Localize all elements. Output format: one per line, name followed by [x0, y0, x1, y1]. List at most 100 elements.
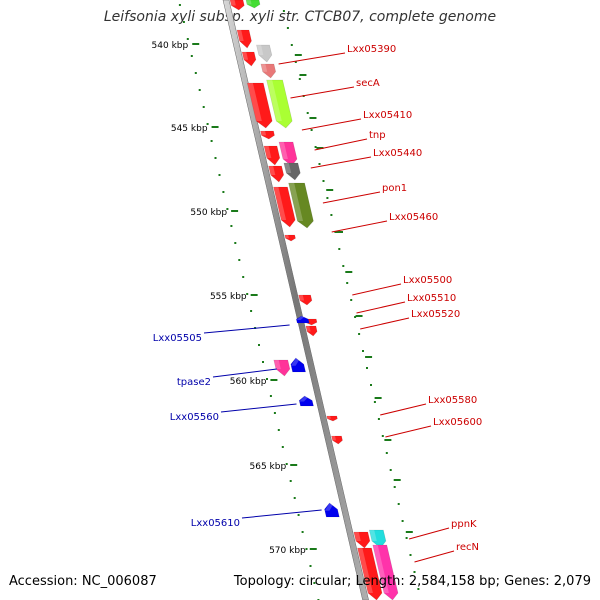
scale-dot: [309, 565, 312, 567]
gene-label-pon1[interactable]: pon1: [382, 183, 407, 194]
gene-label-Lxx05520[interactable]: Lxx05520: [411, 309, 460, 320]
gene-cds-15-shine: [357, 548, 373, 593]
gene-cds-2-shine: [242, 52, 249, 60]
scale-dot: [234, 242, 237, 244]
scale-dot: [413, 571, 416, 573]
label-leader-layer: [203, 52, 455, 563]
gene-rev-3-shine: [324, 503, 335, 511]
gene-label-Lxx05610[interactable]: Lxx05610: [191, 518, 240, 529]
scale-dot: [286, 27, 289, 29]
gene-cds-4: [260, 130, 275, 140]
gene-label-Lxx05510[interactable]: Lxx05510: [407, 293, 456, 304]
gene-label-Lxx05390[interactable]: Lxx05390: [347, 44, 396, 55]
scale-dot: [266, 378, 268, 380]
gene-cds-3-shine: [247, 83, 262, 121]
scale-dot: [326, 197, 329, 199]
scale-label-555: 555 kbp: [210, 292, 247, 302]
scale-dot: [377, 418, 380, 420]
scale-dot: [210, 140, 213, 142]
gene-label-Lxx05500[interactable]: Lxx05500: [403, 275, 452, 286]
gene-label-tpase2[interactable]: tpase2: [177, 377, 211, 388]
scale-dot: [305, 548, 308, 550]
leader-secA: [290, 86, 355, 99]
gene-label-secA[interactable]: secA: [356, 78, 380, 89]
gene-label-Lxx05440[interactable]: Lxx05440: [373, 148, 422, 159]
scale-dot: [242, 276, 245, 278]
tick-layer: [178, 4, 420, 600]
gene-label-Lxx05410[interactable]: Lxx05410: [363, 110, 412, 121]
gene-feature-4-shine: [279, 142, 288, 159]
scale-dot: [397, 503, 400, 505]
scale-dot: [246, 293, 249, 295]
leader-Lxx05410: [301, 118, 362, 131]
scale-dot: [258, 344, 260, 346]
scale-label-540: 540 kbp: [152, 41, 189, 51]
scale-dot: [290, 44, 293, 46]
gene-label-recN[interactable]: recN: [456, 542, 479, 553]
gene-cds-0-shine: [230, 0, 236, 6]
gene-rev-1: [290, 357, 306, 373]
scale-dot: [198, 89, 201, 91]
scale-dot: [277, 429, 280, 431]
scale-dot: [313, 582, 316, 584]
gene-cds-12: [326, 415, 338, 422]
leader-Lxx05600: [385, 425, 432, 438]
gene-label-Lxx05600[interactable]: Lxx05600: [433, 417, 482, 428]
scale-dot: [269, 395, 272, 397]
gene-label-Lxx05460[interactable]: Lxx05460: [389, 212, 438, 223]
genome-summary-text: Topology: circular; Length: 2,584,158 bp…: [233, 574, 591, 589]
scale-label-545: 545 kbp: [171, 124, 208, 134]
gene-cds-3: [246, 82, 273, 129]
scale-dot: [182, 21, 185, 23]
scale-dot: [310, 129, 313, 131]
gene-rev-2: [298, 395, 314, 407]
gene-label-Lxx05560[interactable]: Lxx05560: [170, 412, 219, 423]
gene-label-ppnK[interactable]: ppnK: [451, 519, 477, 530]
scale-dot: [409, 554, 412, 556]
scale-dot: [330, 214, 333, 216]
gene-label-tnp[interactable]: tnp: [369, 130, 386, 141]
gene-rev-0: [295, 315, 310, 324]
gene-cds-12-shine: [326, 416, 331, 419]
scale-dot: [358, 333, 361, 335]
scale-dot: [366, 367, 368, 369]
gene-label-Lxx05580[interactable]: Lxx05580: [428, 395, 477, 406]
leader-Lxx05520: [360, 317, 410, 330]
gene-feature-2-shine: [260, 64, 268, 72]
gene-cds-11-shine: [305, 326, 311, 332]
scale-dot: [342, 265, 345, 267]
scale-dot: [190, 55, 193, 57]
gene-cds-14: [353, 531, 371, 549]
gene-cds-7: [273, 186, 296, 228]
gene-cds-13-shine: [331, 436, 336, 441]
scale-label-560: 560 kbp: [230, 377, 267, 387]
gene-label-Lxx05505[interactable]: Lxx05505: [153, 333, 202, 344]
gene-cds-1: [236, 29, 252, 49]
gene-feature-0: [245, 0, 261, 9]
gene-cds-1-shine: [237, 30, 244, 41]
gene-feature-1: [256, 44, 273, 63]
leader-Lxx05580: [380, 403, 427, 416]
gene-rev-3: [324, 502, 340, 518]
scale-dot: [294, 61, 297, 63]
gene-feature-2: [260, 63, 277, 79]
gene-cds-6: [268, 165, 285, 183]
map-title: Leifsonia xyli subsp. xyli str. CTCB07, …: [103, 9, 497, 25]
scale-dot: [202, 106, 205, 108]
scale-label-565: 565 kbp: [250, 462, 287, 472]
scale-dot: [293, 497, 296, 499]
scale-dot: [178, 4, 181, 6]
scale-dot: [373, 401, 376, 403]
gene-feature-4: [278, 141, 298, 167]
gene-feature-6: [288, 182, 314, 229]
scale-dot: [262, 361, 264, 363]
scale-dot: [218, 174, 221, 176]
leader-Lxx05460: [331, 220, 388, 233]
leader-Lxx05500: [352, 283, 402, 296]
gene-cds-9: [298, 294, 313, 306]
gene-cds-6-shine: [268, 166, 276, 175]
gene-cds-7-shine: [273, 187, 287, 220]
scale-dot: [186, 38, 189, 40]
scale-dot: [401, 520, 404, 522]
